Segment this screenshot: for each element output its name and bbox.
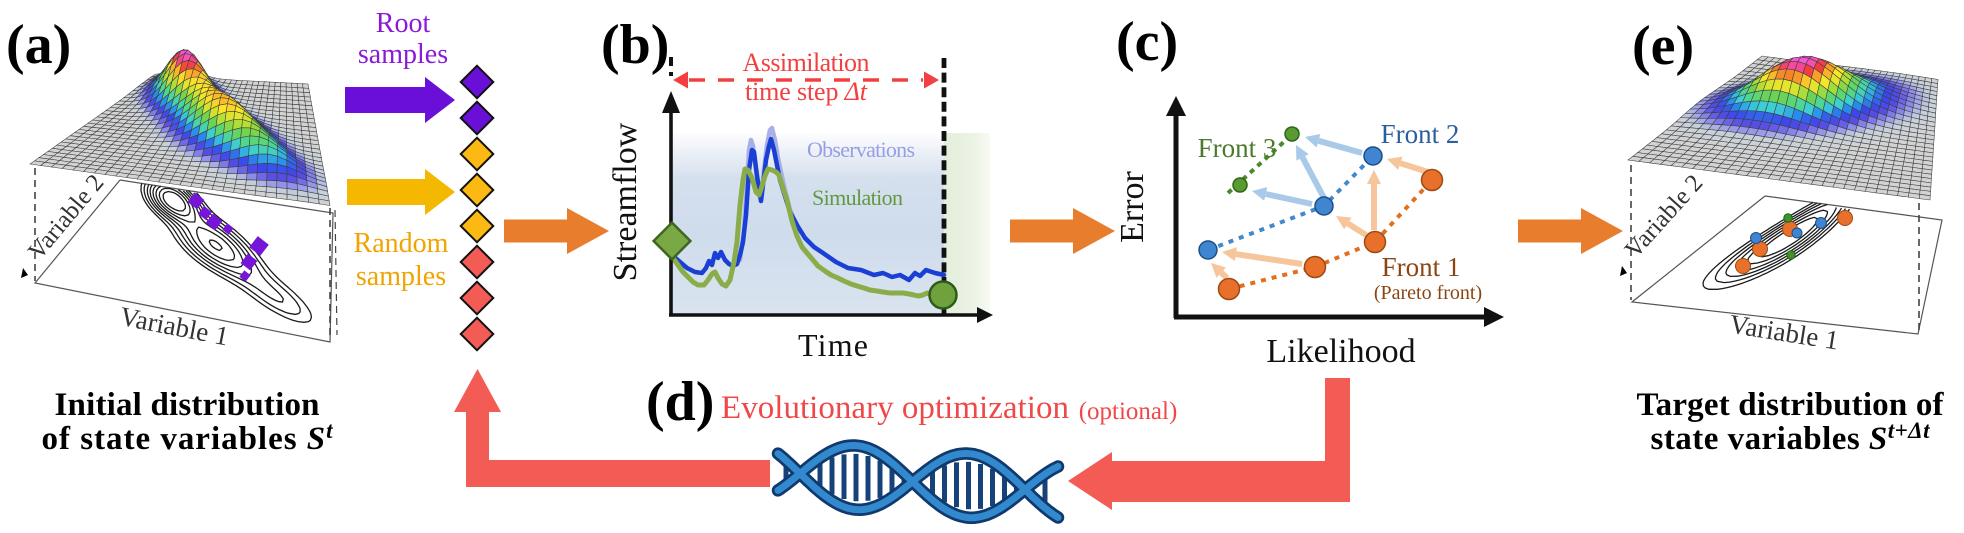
svg-text:(c): (c)	[1116, 11, 1178, 73]
svg-text:(optional): (optional)	[1079, 398, 1178, 425]
svg-text:(d): (d)	[646, 371, 714, 433]
svg-text:Root: Root	[376, 8, 431, 39]
svg-text:Front 2: Front 2	[1381, 119, 1460, 149]
svg-text:Random: Random	[354, 228, 449, 259]
svg-text:state variables St+Δt: state variables St+Δt	[1651, 418, 1931, 457]
svg-text:Evolutionary optimization: Evolutionary optimization	[721, 390, 1069, 426]
svg-text:samples: samples	[356, 261, 446, 292]
svg-text:(b): (b)	[601, 14, 669, 76]
svg-text:Assimilation: Assimilation	[743, 48, 870, 77]
svg-text:Streamflow: Streamflow	[607, 122, 644, 281]
svg-text:Front 1: Front 1	[1382, 252, 1461, 282]
svg-text:(Pareto front): (Pareto front)	[1374, 282, 1482, 304]
svg-text:Target distribution of: Target distribution of	[1637, 387, 1945, 423]
svg-text:Likelihood: Likelihood	[1266, 333, 1415, 370]
svg-text:Observations: Observations	[807, 137, 915, 162]
svg-text:Error: Error	[1114, 170, 1151, 242]
svg-text:of state variables St: of state variables St	[42, 418, 334, 457]
svg-text:(e): (e)	[1632, 15, 1694, 77]
svg-text:samples: samples	[358, 39, 448, 70]
svg-text:Simulation: Simulation	[812, 185, 903, 210]
svg-text:time step Δt: time step Δt	[745, 77, 868, 106]
svg-text:Front 3: Front 3	[1198, 133, 1277, 163]
svg-text:Initial distribution: Initial distribution	[55, 387, 320, 423]
svg-text:(a): (a)	[6, 14, 71, 76]
svg-text:Time: Time	[798, 327, 868, 363]
